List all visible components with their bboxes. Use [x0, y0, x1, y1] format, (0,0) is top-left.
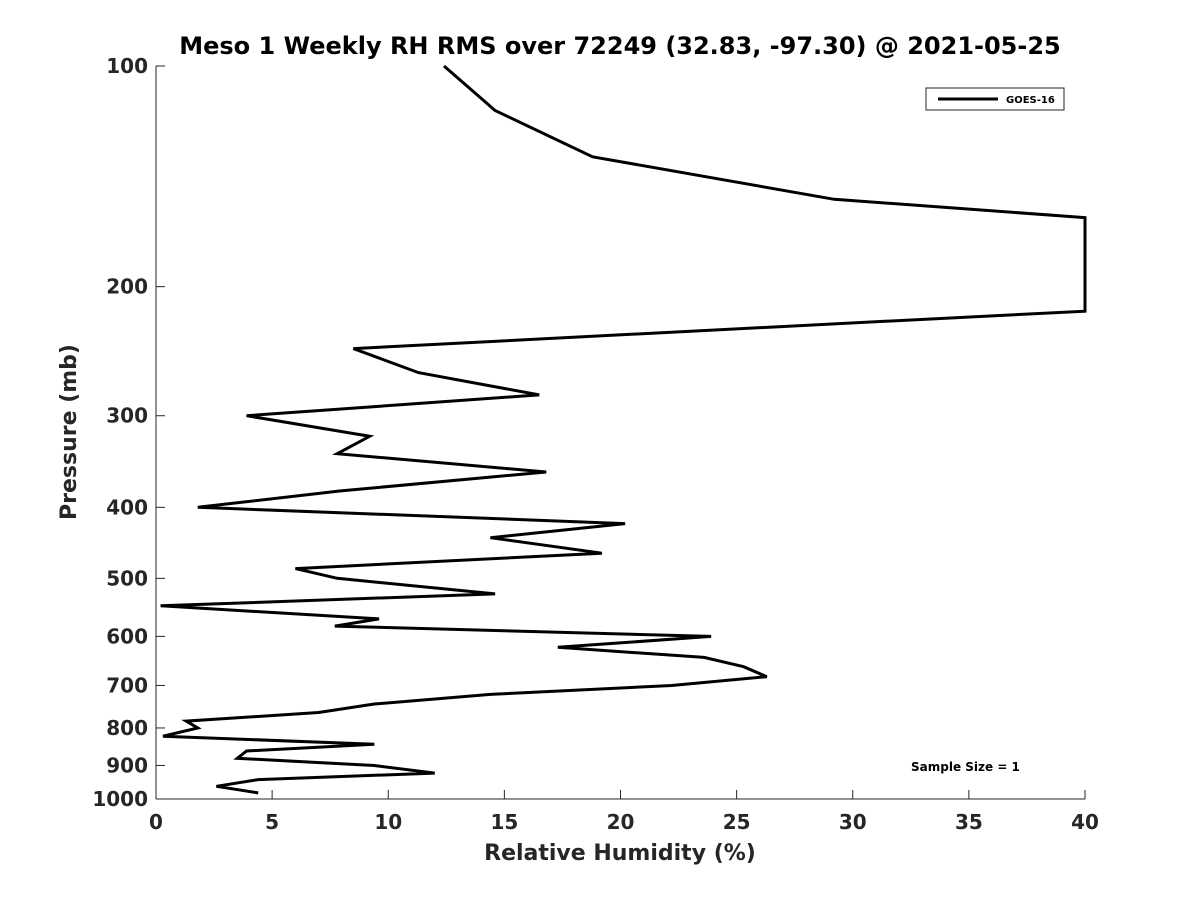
- y-tick-label: 300: [106, 404, 148, 428]
- y-tick-label: 800: [106, 716, 148, 740]
- y-tick-label: 400: [106, 495, 148, 519]
- y-tick-label: 600: [106, 624, 148, 648]
- x-tick-label: 0: [149, 810, 163, 834]
- x-axis-label: Relative Humidity (%): [484, 841, 756, 866]
- y-tick-label: 700: [106, 673, 148, 697]
- y-tick-label: 200: [106, 275, 148, 299]
- x-tick-label: 15: [490, 810, 518, 834]
- y-tick-label: 500: [106, 566, 148, 590]
- series-layer: [160, 64, 1087, 795]
- y-tick-label: 100: [106, 54, 148, 78]
- legend-label: GOES-16: [1006, 95, 1055, 106]
- x-tick-label: 35: [955, 810, 983, 834]
- x-tick-label: 20: [607, 810, 635, 834]
- x-tick-label: 40: [1071, 810, 1099, 834]
- series-line-goes-16: [160, 64, 1087, 795]
- x-tick-label: 10: [374, 810, 402, 834]
- x-tick-label: 25: [723, 810, 751, 834]
- y-axis-label: Pressure (mb): [57, 344, 82, 520]
- sample-size-annotation: Sample Size = 1: [911, 760, 1020, 774]
- x-ticks: 0 5 10 15 20 25 30 35 40: [149, 790, 1099, 834]
- x-tick-label: 30: [839, 810, 867, 834]
- y-tick-label: 1000: [92, 787, 148, 811]
- y-tick-label: 900: [106, 753, 148, 777]
- legend: GOES-16: [925, 87, 1065, 111]
- y-ticks: 100 200 300 400 500 600 700 800 900 1000: [92, 54, 165, 811]
- chart-title: Meso 1 Weekly RH RMS over 72249 (32.83, …: [179, 32, 1061, 60]
- x-tick-label: 5: [265, 810, 279, 834]
- plot-area: 0 5 10 15 20 25 30 35 40 100 200 300 400 500 600 700 80…: [92, 54, 1099, 834]
